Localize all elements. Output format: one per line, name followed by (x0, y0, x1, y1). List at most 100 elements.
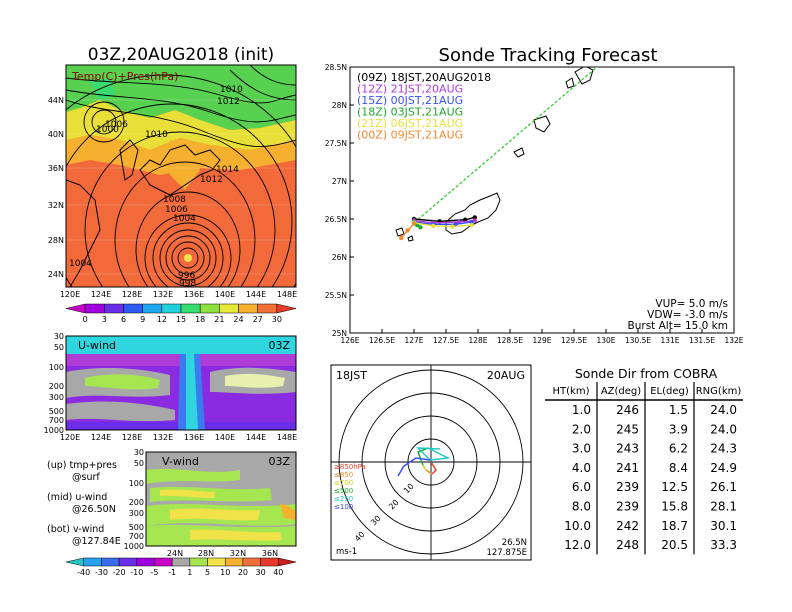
lon-label: 144E (246, 290, 266, 299)
colorbar-swatch (104, 303, 124, 314)
x-tick-label: 131E (660, 336, 679, 345)
temperature-colorbar: 0 3 6 9 12 15 18 21 24 27 30 (65, 303, 297, 324)
table-cell: 10.0 (564, 519, 591, 533)
track-line (413, 222, 472, 228)
track-point (472, 215, 477, 220)
x-tick-label: 126E (340, 336, 359, 345)
lon-tick: 120E (60, 433, 80, 442)
track-point (418, 225, 423, 230)
table-cell: 3.9 (669, 422, 688, 436)
legend-mid-line1: (mid) u-wind (47, 492, 107, 503)
track-point (431, 223, 436, 229)
colorbar-tick: -10 (130, 568, 143, 577)
pressure-tick: 1000 (44, 426, 64, 435)
hodo-level-label: ≤700 (334, 479, 353, 487)
pressure-tick: 500 (129, 523, 144, 532)
pressure-labels: 1010 1012 1006 1000 1010 1014 1012 1008 … (69, 85, 243, 289)
pressure-tick: 500 (49, 407, 64, 416)
colorbar-swatch (171, 557, 191, 567)
lat-label: 32N (48, 201, 64, 210)
y-tick-label: 28.5N (325, 63, 347, 72)
v-wind-y-labels: 30 50 100 200 300 500 700 1000 (124, 448, 144, 551)
pressure-tick: 50 (54, 343, 64, 352)
colorbar-swatch (123, 303, 143, 314)
lat-label: 36N (48, 164, 64, 173)
track-point (469, 222, 474, 228)
lon-tick: 140E (215, 433, 235, 442)
lon-tick: 128E (122, 433, 142, 442)
tracking-legend: (09Z) 18JST,20AUG2018(12Z) 21JST,20AUG(1… (357, 71, 491, 142)
map-field-label: Temp(C)+Pres(hPa) (71, 70, 178, 83)
track-point (405, 228, 410, 233)
hodo-segment-250 (417, 447, 429, 466)
pressure-tick: 300 (49, 393, 64, 402)
colorbar-tick: -40 (77, 568, 90, 577)
colorbar-swatch (154, 557, 173, 567)
colorbar-tick: 18 (195, 315, 205, 324)
track-point (411, 221, 417, 226)
table-cell: 12.5 (661, 480, 688, 494)
colorbar-swatch (238, 303, 258, 314)
table-cell: 239 (616, 500, 639, 514)
lat-tick: 24N (167, 549, 183, 558)
table-cell: 243 (616, 442, 639, 456)
track-point (453, 222, 458, 227)
pressure-tick: 100 (49, 363, 64, 372)
forecast-direction-line (413, 67, 599, 224)
x-tick-label: 128E (468, 336, 487, 345)
table-header-cell: AZ(deg) (601, 386, 641, 397)
lon-label: 124E (91, 290, 111, 299)
table-cell: 2.0 (572, 422, 591, 436)
hodo-level-label: ≤100 (334, 503, 353, 511)
x-tick-label: 128.5E (497, 336, 523, 345)
table-cell: 28.1 (710, 500, 737, 514)
table-header-cell: RNG(km) (696, 386, 742, 397)
hodo-unit: ms-1 (336, 547, 357, 557)
table-cell: 4.0 (572, 461, 591, 475)
japan-coastline (139, 144, 221, 196)
colorbar-tick: 24 (233, 315, 243, 324)
tracking-plot-area (395, 67, 599, 242)
legend-entry: (12Z) 21JST,20AUG (357, 83, 463, 96)
v-wind-x-labels: 24N 28N 32N 36N (167, 549, 278, 558)
colorbar-swatch (83, 557, 102, 567)
lat-label: 40N (48, 130, 64, 139)
legend-bot-line2: @127.84E (72, 536, 121, 547)
x-tick-label: 127E (404, 336, 423, 345)
legend-up-line2: @surf (72, 472, 100, 483)
pressure-tick: 30 (54, 332, 64, 341)
legend-bot-line1: (bot) v-wind (47, 524, 104, 535)
table-cell: 1.0 (572, 403, 591, 417)
u-wind-shading (66, 336, 296, 430)
colorbar-swatch (118, 557, 138, 567)
tracking-frame (349, 66, 735, 334)
track-point (450, 224, 455, 229)
table-cell: 24.3 (710, 442, 737, 456)
colorbar-swatch (180, 303, 201, 314)
pressure-tick: 200 (49, 382, 64, 391)
vup-param: VUP= 5.0 m/s (655, 298, 728, 310)
lat-tick: 32N (230, 549, 246, 558)
pressure-label: 1012 (217, 97, 240, 107)
hodo-lon: 127.875E (486, 548, 527, 558)
v-wind-frame (145, 451, 297, 547)
table-cell: 24.9 (710, 461, 737, 475)
colorbar-swatch (276, 303, 297, 314)
hodo-level-legend: ≥850hPa≤850≤700≤500≤250≤100 (334, 463, 366, 511)
pressure-label: 1004 (173, 214, 196, 224)
lon-label: 120E (60, 290, 80, 299)
pressure-label: 1010 (145, 130, 168, 140)
pressure-label: 1006 (105, 120, 128, 130)
pressure-label: 998 (179, 279, 196, 289)
colorbar-tick: 12 (157, 315, 167, 324)
u-wind-title: U-wind (78, 339, 116, 352)
small-island-outline (407, 235, 414, 242)
colorbar-tick: -5 (150, 568, 158, 577)
table-cell: 242 (616, 519, 639, 533)
table-header-cell: HT(km) (553, 386, 590, 397)
table-cell: 3.0 (572, 442, 591, 456)
lon-tick: 144E (246, 433, 266, 442)
map-gridlines (66, 99, 296, 275)
table-cell: 1.5 (669, 403, 688, 417)
colorbar-tick: 40 (273, 568, 283, 577)
